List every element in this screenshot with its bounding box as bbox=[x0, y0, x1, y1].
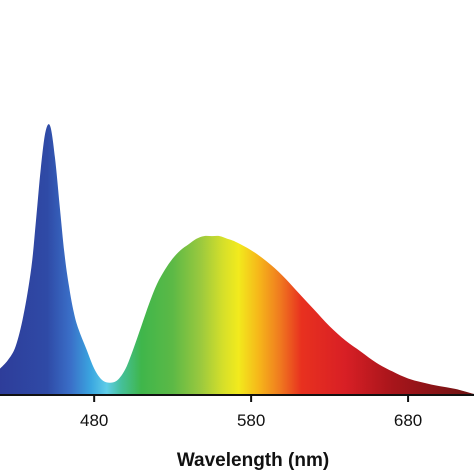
spectral-power-area bbox=[0, 124, 474, 394]
x-axis-title: Wavelength (nm) bbox=[177, 450, 329, 471]
x-tick-label-580: 580 bbox=[237, 411, 265, 430]
x-axis-ticks: 480 580 680 bbox=[80, 395, 422, 430]
x-tick-label-480: 480 bbox=[80, 411, 108, 430]
x-tick-label-680: 680 bbox=[394, 411, 422, 430]
